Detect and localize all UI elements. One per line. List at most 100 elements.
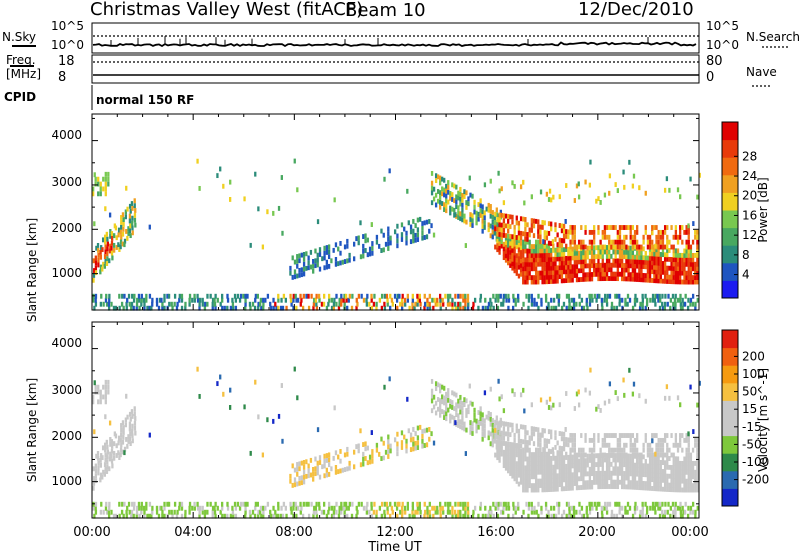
velocity-cell bbox=[436, 505, 439, 511]
velocity-cell bbox=[522, 387, 525, 393]
power-cell bbox=[405, 235, 408, 241]
power-cell bbox=[254, 293, 258, 299]
velocity-cell bbox=[644, 472, 647, 478]
velocity-cell bbox=[569, 437, 572, 443]
velocity-cell bbox=[593, 457, 596, 463]
velocity-cell bbox=[528, 469, 531, 475]
velocity-cell bbox=[691, 501, 695, 507]
power-cell bbox=[562, 251, 566, 257]
power-cell bbox=[571, 229, 574, 235]
velocity-cell bbox=[384, 449, 388, 455]
velocity-cell bbox=[641, 505, 644, 511]
power-cell bbox=[370, 293, 373, 299]
velocity-cell bbox=[554, 464, 557, 470]
velocity-cell bbox=[507, 505, 511, 511]
power-cell bbox=[685, 225, 688, 230]
velocity-cell bbox=[623, 471, 626, 476]
power-cell bbox=[465, 200, 468, 205]
power-cell bbox=[463, 189, 466, 195]
power-cell bbox=[689, 275, 693, 281]
power-cell bbox=[541, 252, 544, 258]
power-cell bbox=[573, 239, 576, 245]
velocity-cell bbox=[515, 428, 518, 434]
velocity-cell bbox=[471, 421, 474, 427]
power-cell bbox=[229, 179, 232, 185]
velocity-cell bbox=[545, 460, 549, 466]
velocity-cell bbox=[550, 460, 553, 466]
velocity-cell bbox=[666, 473, 669, 479]
velocity-cell bbox=[554, 486, 557, 492]
power-cell bbox=[343, 244, 347, 250]
velocity-cell bbox=[524, 425, 527, 430]
velocity-cell bbox=[571, 454, 574, 460]
power-cell bbox=[346, 243, 349, 249]
velocity-cell bbox=[562, 436, 566, 442]
velocity-cell bbox=[193, 501, 196, 507]
power-cell bbox=[655, 273, 658, 279]
power-cell bbox=[500, 232, 503, 238]
power-cell bbox=[571, 251, 574, 256]
velocity-cell bbox=[481, 417, 484, 423]
velocity-cell bbox=[178, 505, 181, 511]
velocity-cell bbox=[687, 465, 690, 471]
velocity-cell bbox=[674, 501, 677, 507]
power-cell bbox=[537, 219, 540, 225]
power-cell bbox=[339, 260, 342, 266]
velocity-cell bbox=[517, 433, 521, 439]
velocity-cell bbox=[681, 513, 684, 519]
power-cell bbox=[578, 293, 581, 299]
power-cell bbox=[539, 257, 542, 263]
velocity-cell bbox=[567, 485, 570, 491]
velocity-cell bbox=[599, 479, 602, 485]
velocity-cell bbox=[673, 505, 677, 511]
velocity-cell bbox=[601, 470, 604, 476]
velocity-cell bbox=[356, 509, 359, 515]
power-cell bbox=[673, 297, 677, 303]
velocity-cell bbox=[370, 430, 373, 436]
power-cell bbox=[661, 244, 665, 250]
velocity-cell bbox=[614, 447, 617, 453]
velocity-cell bbox=[661, 452, 665, 458]
power-cell bbox=[681, 266, 684, 272]
power-cell bbox=[257, 301, 260, 307]
power-cell bbox=[430, 180, 434, 186]
power-cell bbox=[500, 212, 503, 218]
velocity-cell bbox=[491, 427, 494, 433]
velocity-cell bbox=[659, 468, 662, 474]
power-cell bbox=[674, 229, 678, 235]
power-cell bbox=[633, 254, 637, 260]
velocity-cell bbox=[471, 431, 474, 436]
power-cell bbox=[537, 244, 540, 249]
velocity-cell bbox=[661, 447, 665, 453]
velocity-cell bbox=[655, 473, 658, 478]
freq-unit-label: [MHz] bbox=[6, 67, 41, 81]
velocity-cell bbox=[459, 394, 462, 400]
power-cell bbox=[357, 240, 360, 246]
power-cell bbox=[586, 254, 589, 260]
power-cell bbox=[558, 265, 561, 271]
power-cell bbox=[674, 293, 677, 299]
power-cell bbox=[199, 297, 202, 303]
power-cell bbox=[120, 301, 124, 307]
velocity-cell bbox=[145, 505, 148, 511]
velocity-cell bbox=[582, 462, 585, 468]
velocity-cell bbox=[507, 446, 510, 452]
power-cell bbox=[524, 266, 527, 272]
velocity-cell bbox=[471, 513, 475, 519]
velocity-cell bbox=[544, 505, 548, 511]
velocity-cell bbox=[524, 452, 527, 457]
velocity-cell bbox=[554, 460, 557, 466]
velocity-cell bbox=[597, 404, 600, 410]
power-cell bbox=[595, 254, 598, 260]
power-cell bbox=[408, 305, 411, 311]
velocity-cell bbox=[325, 453, 328, 458]
velocity-cell bbox=[668, 482, 671, 488]
velocity-cell bbox=[383, 501, 387, 507]
colorbar-segment bbox=[722, 435, 738, 454]
power-cell bbox=[694, 301, 697, 307]
power-cell bbox=[305, 293, 308, 299]
power-cell bbox=[554, 256, 557, 262]
power-cell bbox=[691, 279, 695, 285]
power-cell bbox=[663, 252, 667, 258]
power-cell bbox=[586, 250, 589, 255]
